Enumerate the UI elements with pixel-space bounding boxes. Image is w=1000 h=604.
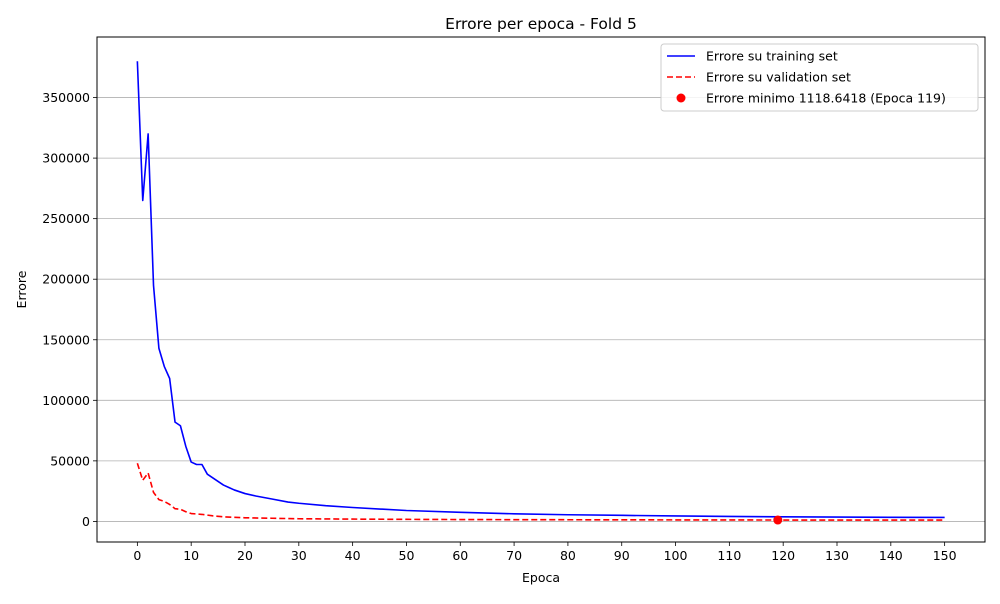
x-tick-label: 60	[452, 548, 468, 563]
y-tick-label: 150000	[42, 332, 90, 347]
x-tick-label: 150	[933, 548, 957, 563]
axes-layer: 0 50000 100000 150000 200000 250000 300000 3500…	[42, 90, 956, 563]
y-tick-label: 250000	[42, 211, 90, 226]
x-tick-label: 20	[237, 548, 253, 563]
chart-title: Errore per epoca - Fold 5	[445, 15, 637, 33]
legend-box	[660, 43, 979, 112]
y-tick-label: 350000	[42, 90, 90, 105]
plot-frame	[96, 36, 986, 543]
legend-min-error-label: Errore minimo 1118.6418 (Epoca 119)	[706, 91, 946, 106]
x-tick-label: 0	[133, 548, 141, 563]
x-tick-label: 30	[291, 548, 307, 563]
x-tick-label: 100	[664, 548, 688, 563]
x-tick-label: 10	[183, 548, 199, 563]
validation-error-line	[136, 463, 945, 521]
y-tick-label: 50000	[50, 453, 90, 468]
x-tick-label: 40	[345, 548, 361, 563]
x-tick-label: 120	[771, 548, 795, 563]
min-error-marker	[773, 515, 783, 525]
grid-lines	[97, 97, 985, 522]
y-tick-label: 300000	[42, 151, 90, 166]
y-tick-label: 200000	[42, 272, 90, 287]
legend-validation-label: Errore su validation set	[706, 70, 851, 85]
x-tick-label: 70	[506, 548, 522, 563]
x-tick-label: 80	[560, 548, 576, 563]
y-tick-label: 0	[82, 514, 90, 529]
x-tick-label: 110	[717, 548, 741, 563]
series-layer	[136, 61, 945, 525]
legend-training-label: Errore su training set	[706, 49, 838, 64]
y-tick-label: 100000	[42, 393, 90, 408]
x-tick-label: 50	[399, 548, 415, 563]
x-tick-label: 140	[879, 548, 903, 563]
x-axis-label: Epoca	[522, 570, 560, 585]
legend-min-error-swatch	[676, 93, 686, 103]
x-tick-label: 90	[614, 548, 630, 563]
x-tick-label: 130	[825, 548, 849, 563]
training-error-line	[136, 61, 945, 519]
y-axis-label: Errore	[14, 270, 29, 308]
legend: Errore su training set Errore su validati…	[660, 43, 979, 112]
